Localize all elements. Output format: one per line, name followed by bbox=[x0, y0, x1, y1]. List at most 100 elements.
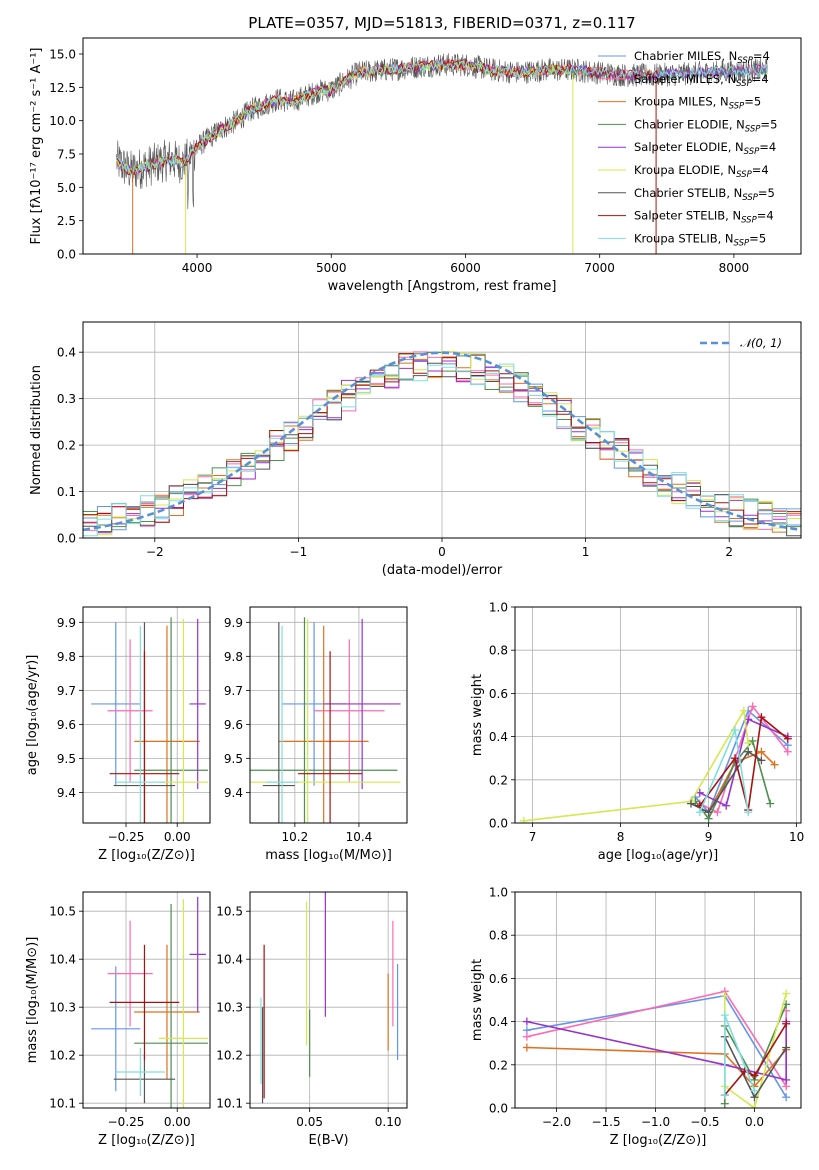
weight-point-marker bbox=[522, 1043, 531, 1052]
x-tick-label: 7 bbox=[529, 830, 537, 844]
y-tick-label: 9.7 bbox=[224, 684, 243, 698]
weight-series-line bbox=[707, 750, 776, 813]
y-tick-label: 9.9 bbox=[57, 616, 76, 630]
legend-nssp-value: 5 bbox=[768, 186, 775, 200]
weight-point-marker bbox=[782, 1075, 791, 1084]
weight-point-marker bbox=[782, 1043, 791, 1052]
weight-point-marker bbox=[766, 799, 775, 808]
weight-point-marker bbox=[687, 799, 695, 808]
y-tick-label: 1.0 bbox=[489, 886, 508, 900]
legend-nssp-equals: = bbox=[744, 95, 754, 109]
x-axis-label: Z [log₁₀(Z/Z⊙)] bbox=[98, 848, 195, 863]
x-axis-label: age [log₁₀(age/yr)] bbox=[598, 848, 719, 863]
legend-model-name: Chabrier STELIB bbox=[634, 186, 726, 200]
x-axis-label: mass [log₁₀(M/M⊙)] bbox=[265, 848, 392, 863]
errorbar-point bbox=[107, 920, 153, 1027]
x-axis-label: Z [log₁₀(Z/Z⊙)] bbox=[610, 1133, 707, 1148]
axes-frame bbox=[82, 891, 211, 1109]
weight-series-line bbox=[724, 1023, 787, 1096]
x-tick-label: 10 bbox=[789, 830, 804, 844]
legend-entry: Kroupa MILES, NSSP=5 bbox=[634, 95, 761, 112]
y-tick-label: 2.5 bbox=[57, 214, 76, 228]
weight-series-line bbox=[523, 708, 749, 822]
errorbar-point bbox=[113, 1055, 176, 1104]
weight-point-marker bbox=[731, 754, 739, 763]
weight-point-marker bbox=[750, 1071, 759, 1080]
legend-nssp-equals: = bbox=[757, 209, 767, 223]
legend-nssp-equals: = bbox=[749, 231, 759, 245]
legend-nssp-prefix: , N bbox=[729, 117, 745, 131]
panel-mass-vs-EBV: 0.05 0.10 10.1 10.2 10.3 10.4 10.5 E(B-V) bbox=[216, 891, 408, 1148]
errorbar-point bbox=[134, 904, 208, 1108]
errorbar-point bbox=[134, 625, 200, 823]
y-tick-label: 9.6 bbox=[57, 718, 76, 732]
y-tick-label: 0.8 bbox=[489, 644, 508, 658]
y-tick-label: 7.5 bbox=[57, 148, 76, 162]
errorbar-point bbox=[158, 618, 208, 823]
legend-nssp-value: 4 bbox=[769, 140, 776, 154]
weight-point-marker bbox=[770, 760, 779, 769]
grid-lines bbox=[515, 606, 801, 824]
grid-lines bbox=[250, 892, 407, 1108]
x-tick-label: −1 bbox=[290, 545, 308, 559]
y-tick-label: 0.0 bbox=[489, 817, 508, 831]
x-tick-label: 1 bbox=[582, 545, 590, 559]
axes-frame bbox=[82, 37, 802, 255]
legend-nssp-prefix: , N bbox=[713, 95, 729, 109]
y-axis-label: age [log₁₀(age/yr)] bbox=[25, 655, 40, 776]
weight-point-marker bbox=[783, 734, 792, 743]
legend-entry: Salpeter STELIB, NSSP=4 bbox=[634, 209, 774, 226]
legend-entry: Chabrier ELODIE, NSSP=5 bbox=[634, 117, 777, 134]
weight-point-marker bbox=[720, 991, 729, 1000]
y-tick-label: 0.6 bbox=[489, 687, 508, 701]
y-tick-label: 10.5 bbox=[49, 905, 76, 919]
legend-nssp-subscript: SSP bbox=[745, 124, 761, 134]
panel-age-vs-Z: −0.25 0.00 9.4 9.5 9.6 9.7 9.8 9.9 Z [log₁₀(Z/Z⊙… bbox=[25, 606, 211, 863]
panel-age-vs-mass: 10.2 10.4 9.4 9.5 9.6 9.7 9.8 9.9 mass [log₁₀(M/… bbox=[224, 606, 408, 863]
y-tick-label: 10.3 bbox=[49, 1001, 76, 1015]
legend-nssp-equals: = bbox=[760, 117, 770, 131]
weight-point-marker bbox=[757, 756, 766, 765]
errorbar-point bbox=[134, 944, 200, 1080]
errorbar-point bbox=[134, 617, 208, 823]
weight-point-marker bbox=[748, 702, 757, 711]
weight-point-marker bbox=[757, 747, 766, 756]
x-tick-label: −1.5 bbox=[591, 1115, 620, 1129]
errorbar-point bbox=[250, 618, 401, 823]
y-tick-label: 9.5 bbox=[224, 752, 243, 766]
x-axis-label: E(B-V) bbox=[308, 1133, 348, 1148]
legend-entry: Chabrier STELIB, NSSP=5 bbox=[634, 186, 775, 203]
y-axis-label: mass weight bbox=[470, 674, 485, 756]
weight-point-marker bbox=[695, 788, 704, 797]
x-tick-label: 0.00 bbox=[164, 1115, 191, 1129]
weight-series-line bbox=[724, 1014, 756, 1095]
legend-nssp-equals: = bbox=[758, 186, 768, 200]
weight-point-marker bbox=[782, 1019, 791, 1028]
y-tick-label: 9.8 bbox=[224, 650, 243, 664]
errorbar-point bbox=[323, 618, 401, 789]
plot-area bbox=[250, 617, 401, 823]
weight-point-marker bbox=[704, 808, 713, 817]
weight-point-marker bbox=[744, 739, 753, 748]
x-tick-label: −2.0 bbox=[542, 1115, 571, 1129]
legend-entry: 𝒩(0, 1) bbox=[740, 336, 782, 350]
weight-point-marker bbox=[519, 816, 528, 823]
weight-point-marker bbox=[720, 1099, 729, 1108]
legend-model-name: Kroupa ELODIE bbox=[634, 163, 720, 177]
legend-nssp-equals: = bbox=[752, 163, 762, 177]
y-tick-label: 10.4 bbox=[216, 953, 243, 967]
weight-point-marker bbox=[720, 1011, 729, 1020]
weight-point-marker bbox=[782, 989, 791, 998]
legend-nssp-prefix: , N bbox=[718, 231, 734, 245]
axes-frame bbox=[249, 891, 408, 1109]
model-spectrum-line bbox=[116, 59, 657, 254]
y-tick-label: 0.2 bbox=[489, 773, 508, 787]
x-axis-label: (data-model)/error bbox=[382, 563, 503, 578]
x-tick-label: 10.4 bbox=[346, 830, 373, 844]
y-tick-label: 10.2 bbox=[49, 1049, 76, 1063]
y-tick-label: 0.4 bbox=[489, 730, 508, 744]
panel-spectrum: 4000 5000 6000 7000 8000 0.0 2.5 5.0 7.5 10.0 12.5… bbox=[29, 37, 802, 294]
axes-frame bbox=[249, 606, 408, 824]
y-tick-label: 9.6 bbox=[224, 718, 243, 732]
errorbar-point bbox=[158, 899, 208, 1108]
